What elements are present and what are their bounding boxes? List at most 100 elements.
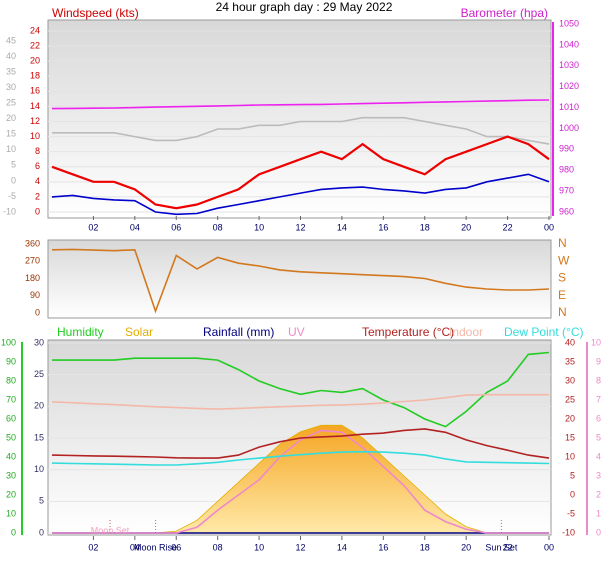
y-tick-label: 180 xyxy=(25,273,40,283)
y3-tick-label: 25 xyxy=(6,98,16,108)
x-tick-label: 12 xyxy=(295,222,305,232)
y-tick-label: 10 xyxy=(30,131,40,141)
y2-tick-label: 970 xyxy=(559,185,574,195)
x-tick-label: 10 xyxy=(254,542,264,552)
series-line xyxy=(51,428,550,459)
y4-tick-label: 3 xyxy=(596,470,601,480)
y2-tick-label: 35 xyxy=(565,356,575,366)
y3-tick-label: 20 xyxy=(6,113,16,123)
y3-tick-label: 40 xyxy=(6,51,16,61)
x-tick-label: 04 xyxy=(130,222,140,232)
x-tick-label: 20 xyxy=(461,222,471,232)
y3-tick-label: 10 xyxy=(6,144,16,154)
x-tick-label: 02 xyxy=(88,222,98,232)
x-tick-label: 22 xyxy=(503,542,513,552)
legend-entry: UV xyxy=(288,325,305,339)
x-tick-label: 22 xyxy=(503,222,513,232)
y2-tick-label: -10 xyxy=(562,527,575,537)
y-tick-label: 30 xyxy=(6,470,16,480)
y-tick-label: 4 xyxy=(35,176,40,186)
y2-tick-label: 1030 xyxy=(559,60,579,70)
series-line xyxy=(51,99,550,110)
y-tick-label: 90 xyxy=(30,290,40,300)
series-line xyxy=(51,173,550,216)
y2-tick-label: 1000 xyxy=(559,123,579,133)
y4-tick-label: 10 xyxy=(591,337,601,347)
x-tick-label: 02 xyxy=(88,542,98,552)
x-tick-label: 12 xyxy=(295,542,305,552)
y2-tick-label: 15 xyxy=(565,432,575,442)
x-tick-label: 16 xyxy=(378,222,388,232)
y3-tick-label: 35 xyxy=(6,66,16,76)
y2-tick-label: 10 xyxy=(565,451,575,461)
x-tick-label: 06 xyxy=(171,542,181,552)
y2-tick-label: 960 xyxy=(559,206,574,216)
x-tick-label: 14 xyxy=(337,542,347,552)
y-tick-label: 360 xyxy=(25,238,40,248)
y3-tick-label: 5 xyxy=(11,160,16,170)
chart-title: 24 hour graph day : 29 May 2022 xyxy=(216,0,393,14)
y-tick-label: 50 xyxy=(6,432,16,442)
y3-tick-label: 20 xyxy=(34,401,44,411)
y2-tick-label: N xyxy=(558,236,567,250)
x-tick-label: 20 xyxy=(461,542,471,552)
y4-tick-label: 6 xyxy=(596,413,601,423)
x-tick-label: 08 xyxy=(213,542,223,552)
y-axis-label: Windspeed (kts) xyxy=(52,6,139,20)
y-tick-label: 20 xyxy=(6,489,16,499)
y3-tick-label: 10 xyxy=(34,464,44,474)
y3-tick-label: 0 xyxy=(11,175,16,185)
y4-tick-label: 9 xyxy=(596,356,601,366)
y4-tick-label: 2 xyxy=(596,489,601,499)
y2-tick-label: 25 xyxy=(565,394,575,404)
legend-entry: Temperature (°C) xyxy=(362,325,454,339)
legend-entry: Humidity xyxy=(57,325,104,339)
y2-tick-label: 5 xyxy=(570,470,575,480)
y2-tick-label: 1040 xyxy=(559,39,579,49)
series-line xyxy=(51,248,550,314)
y-tick-label: 6 xyxy=(35,161,40,171)
y4-tick-label: 5 xyxy=(596,432,601,442)
y-tick-label: 8 xyxy=(35,146,40,156)
y3-tick-label: 45 xyxy=(6,35,16,45)
series-line xyxy=(51,135,550,210)
legend-entry: Indoor xyxy=(449,325,483,339)
y3-tick-label: 25 xyxy=(34,369,44,379)
y2-tick-label: 0 xyxy=(570,489,575,499)
y-tick-label: 90 xyxy=(6,356,16,366)
y2-tick-label: N xyxy=(558,305,567,319)
y4-tick-label: 1 xyxy=(596,508,601,518)
y-tick-label: 18 xyxy=(30,71,40,81)
x-tick-label: 00 xyxy=(544,222,554,232)
series-line xyxy=(52,429,549,534)
series-line xyxy=(51,450,550,466)
y2-tick-label: 990 xyxy=(559,144,574,154)
y2-tick-label: 1050 xyxy=(559,18,579,28)
legend-entry: Rainfall (mm) xyxy=(203,325,274,339)
y-tick-label: 16 xyxy=(30,86,40,96)
series-line xyxy=(51,393,549,410)
y-tick-label: 0 xyxy=(35,307,40,317)
y-tick-label: 40 xyxy=(6,451,16,461)
y3-tick-label: 15 xyxy=(34,432,44,442)
series-line xyxy=(52,116,550,145)
y-tick-label: 70 xyxy=(6,394,16,404)
y2-tick-label: 1020 xyxy=(559,81,579,91)
legend-entry: Solar xyxy=(125,325,153,339)
y4-tick-label: 8 xyxy=(596,375,601,385)
y-tick-label: 10 xyxy=(6,508,16,518)
y-tick-label: 14 xyxy=(30,101,40,111)
y-tick-label: 24 xyxy=(30,25,40,35)
y-tick-label: 2 xyxy=(35,191,40,201)
y3-tick-label: 0 xyxy=(39,527,44,537)
y4-tick-label: 7 xyxy=(596,394,601,404)
annotation: Moon Rise xyxy=(134,542,177,552)
y3-tick-label: -5 xyxy=(8,191,16,201)
panel-direction xyxy=(47,239,552,319)
y2-tick-label: E xyxy=(558,288,566,302)
y2-tick-label: 20 xyxy=(565,413,575,423)
y2-tick-label: 1010 xyxy=(559,102,579,112)
annotation: Sun Set xyxy=(485,542,518,552)
y2-tick-label: W xyxy=(558,253,570,267)
x-tick-label: 00 xyxy=(544,542,554,552)
